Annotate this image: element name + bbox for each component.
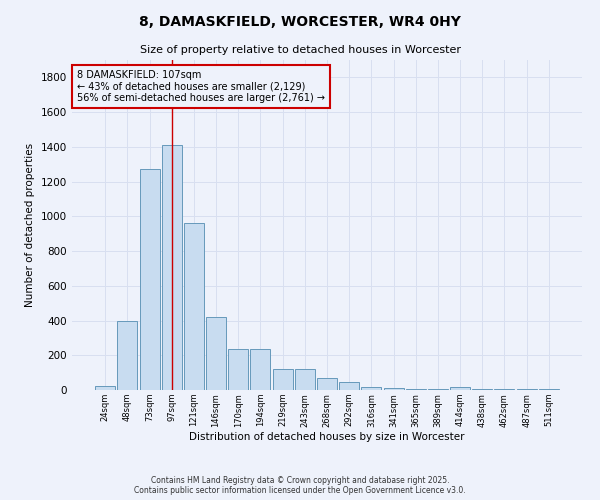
Bar (361, 388, 382, 390)
Y-axis label: Number of detached properties: Number of detached properties (25, 143, 35, 307)
Bar (428, 389, 448, 390)
Bar (517, 389, 536, 390)
Bar (184, 224, 204, 390)
Bar (494, 389, 514, 390)
Bar (472, 389, 492, 390)
Bar (140, 170, 160, 390)
Bar (539, 389, 559, 390)
Bar (162, 145, 182, 390)
Text: 8, DAMASKFIELD, WORCESTER, WR4 0HY: 8, DAMASKFIELD, WORCESTER, WR4 0HY (139, 15, 461, 29)
Bar (206, 317, 226, 390)
Bar (450, 388, 470, 390)
Bar (295, 369, 315, 390)
Text: 8 DAMASKFIELD: 107sqm
← 43% of detached houses are smaller (2,129)
56% of semi-d: 8 DAMASKFIELD: 107sqm ← 43% of detached … (77, 70, 325, 103)
Bar (95, 386, 115, 390)
Bar (272, 369, 293, 390)
Bar (383, 388, 404, 390)
Bar (339, 382, 359, 390)
Bar (228, 349, 248, 390)
Bar (118, 320, 137, 390)
Text: Size of property relative to detached houses in Worcester: Size of property relative to detached ho… (139, 45, 461, 55)
X-axis label: Distribution of detached houses by size in Worcester: Distribution of detached houses by size … (189, 432, 465, 442)
Bar (317, 378, 337, 390)
Bar (250, 349, 271, 390)
Bar (406, 389, 426, 390)
Text: Contains HM Land Registry data © Crown copyright and database right 2025.
Contai: Contains HM Land Registry data © Crown c… (134, 476, 466, 495)
